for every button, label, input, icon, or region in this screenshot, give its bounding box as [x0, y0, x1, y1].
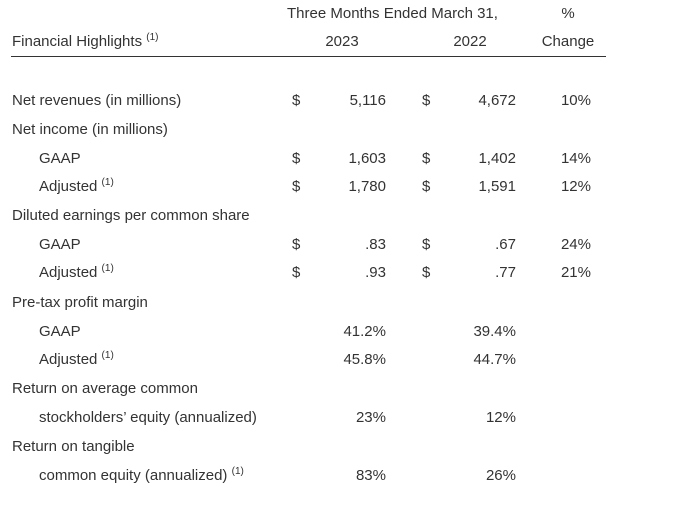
row-label: Return on tangible [12, 438, 135, 455]
value-2023: .93 [365, 264, 386, 281]
footnote-marker: (1) [101, 263, 114, 274]
year-current-header: 2023 [325, 33, 359, 50]
value-2022: 44.7% [473, 351, 516, 368]
value-2023: 1,780 [348, 178, 386, 195]
pct-change: 24% [560, 236, 591, 253]
value-2023: 5,116 [349, 92, 386, 109]
footnote-marker: (1) [231, 466, 244, 477]
row-label: Adjusted (1) [39, 177, 114, 196]
pct-change: 14% [560, 150, 591, 167]
value-2023: 45.8% [343, 351, 386, 368]
pct-header-bottom: Change [541, 33, 595, 50]
currency-symbol: $ [422, 150, 431, 167]
value-2023: 41.2% [343, 323, 386, 340]
footnote-marker: (1) [146, 32, 159, 43]
row-label: GAAP [39, 150, 81, 167]
row-label: Return on average common [12, 380, 198, 397]
row-label: stockholders’ equity (annualized) [39, 409, 257, 426]
pct-change: 21% [560, 264, 591, 281]
pct-change: 12% [560, 178, 591, 195]
currency-symbol: $ [292, 150, 301, 167]
value-2022: .77 [495, 264, 516, 281]
table-title: Financial Highlights (1) [12, 32, 159, 51]
currency-symbol: $ [292, 236, 301, 253]
value-2022: 12% [485, 409, 516, 426]
value-2023: .83 [365, 236, 386, 253]
period-title: Three Months Ended March 31, [287, 5, 498, 22]
footnote-marker: (1) [101, 177, 114, 188]
currency-symbol: $ [292, 92, 301, 109]
footnote-marker: (1) [101, 350, 114, 361]
year-prior-header: 2022 [453, 33, 487, 50]
row-label: Pre-tax profit margin [12, 294, 148, 311]
header-rule [11, 56, 606, 57]
pct-change: 10% [560, 92, 591, 109]
currency-symbol: $ [292, 264, 301, 281]
currency-symbol: $ [292, 178, 301, 195]
value-2022: 4,672 [478, 92, 516, 109]
row-label: Adjusted (1) [39, 263, 114, 282]
currency-symbol: $ [422, 236, 431, 253]
currency-symbol: $ [422, 178, 431, 195]
row-label: Diluted earnings per common share [12, 207, 250, 224]
currency-symbol: $ [422, 264, 431, 281]
row-label: Adjusted (1) [39, 350, 114, 369]
row-label: Net revenues (in millions) [12, 92, 182, 109]
value-2022: 1,591 [478, 178, 516, 195]
row-label: common equity (annualized) (1) [39, 466, 244, 485]
value-2022: 26% [485, 467, 516, 484]
value-2023: 23% [355, 409, 386, 426]
value-2023: 1,603 [348, 150, 386, 167]
value-2022: .67 [495, 236, 516, 253]
value-2023: 83% [355, 467, 386, 484]
value-2022: 1,402 [478, 150, 516, 167]
row-label: Net income (in millions) [12, 121, 168, 138]
row-label: GAAP [39, 236, 81, 253]
pct-header-top: % [561, 5, 575, 22]
currency-symbol: $ [422, 92, 431, 109]
row-label: GAAP [39, 323, 81, 340]
value-2022: 39.4% [473, 323, 516, 340]
